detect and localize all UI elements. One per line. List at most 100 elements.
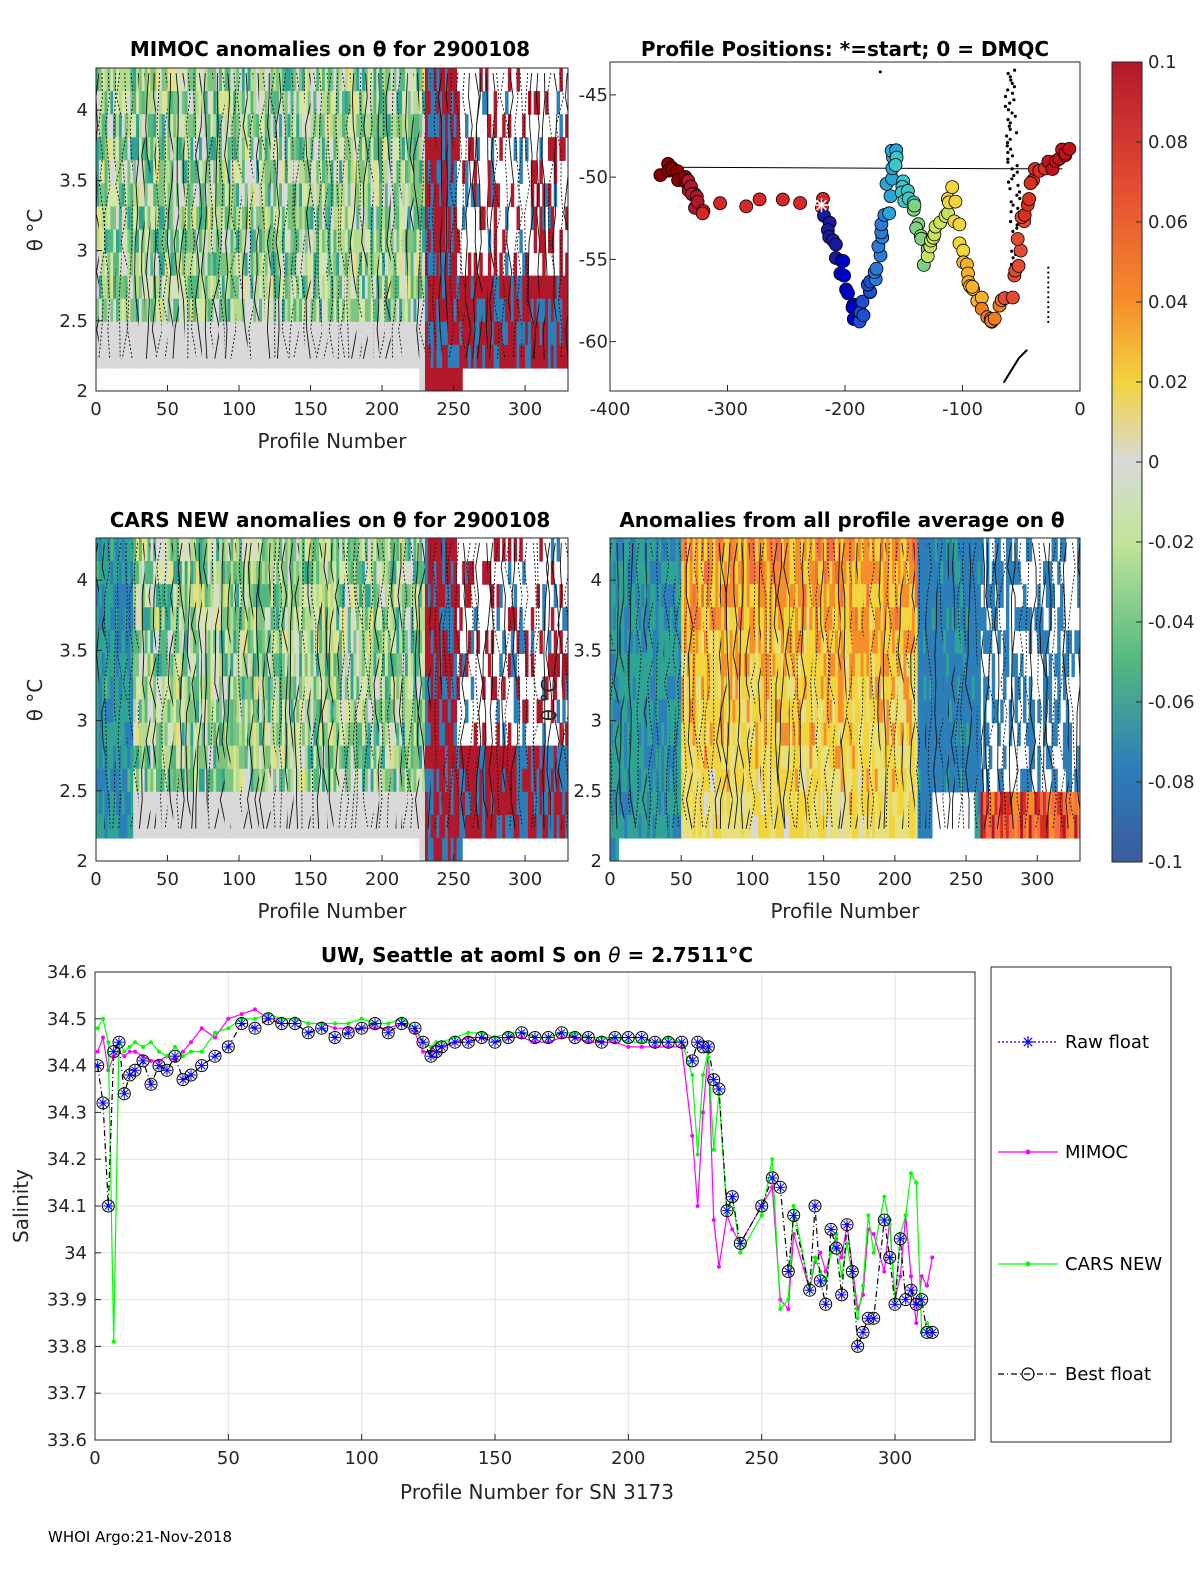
heat-cell xyxy=(664,561,668,585)
heat-cell xyxy=(356,252,360,277)
heat-cell xyxy=(316,160,320,184)
heat-cell xyxy=(505,768,509,793)
heat-cell xyxy=(419,344,423,369)
heat-cell xyxy=(430,768,435,793)
heat-cell xyxy=(244,630,249,654)
heat-cell xyxy=(167,699,171,724)
heat-cell xyxy=(161,791,166,816)
heat-cell xyxy=(313,229,317,254)
contour-line xyxy=(446,542,456,829)
profile-position xyxy=(952,217,967,232)
heat-cell xyxy=(393,321,397,346)
heat-cell xyxy=(290,275,294,300)
heat-cell xyxy=(749,699,754,724)
heat-cell xyxy=(204,298,209,323)
heat-cell xyxy=(627,538,631,562)
heat-cell xyxy=(735,722,739,747)
heat-cell xyxy=(444,137,449,161)
positions-ticks: -400 -300 -200 -100 0-45-50-55-60 xyxy=(579,85,1086,420)
heat-cell xyxy=(499,791,503,816)
heat-cell xyxy=(313,768,317,793)
heat-cell xyxy=(244,137,249,161)
heat-cell xyxy=(632,584,637,608)
heat-cell xyxy=(536,814,540,839)
heat-cell xyxy=(236,252,240,277)
heat-cell xyxy=(686,791,691,816)
heat-cell xyxy=(698,653,702,678)
heat-cell xyxy=(350,298,355,323)
heat-cell xyxy=(264,814,269,839)
heat-cell xyxy=(652,630,657,654)
heat-cell xyxy=(287,298,292,323)
heat-cell xyxy=(624,676,628,701)
heat-cell xyxy=(376,160,380,184)
heat-cell xyxy=(133,183,137,208)
heat-cell xyxy=(279,160,283,184)
heat-cell xyxy=(204,699,209,724)
heat-cell xyxy=(402,321,406,346)
heat-cell xyxy=(170,298,174,323)
heat-cell xyxy=(704,653,708,678)
heat-cell xyxy=(701,584,705,608)
heat-cell xyxy=(476,745,480,770)
heat-cell xyxy=(339,137,343,161)
heat-cell xyxy=(293,676,297,701)
heat-cell xyxy=(658,584,662,608)
heat-cell xyxy=(367,814,372,839)
heat-cell xyxy=(184,275,189,300)
heat-cell xyxy=(649,676,654,701)
heat-cell xyxy=(367,722,372,747)
heat-cell xyxy=(244,538,249,562)
heat-cell xyxy=(336,814,340,839)
heat-cell xyxy=(216,607,220,631)
heat-cell xyxy=(270,321,274,346)
heat-cell xyxy=(404,653,409,678)
heat-cell xyxy=(422,814,426,839)
heat-cell xyxy=(241,722,246,747)
heat-cell xyxy=(247,68,252,92)
profile-position xyxy=(1023,176,1038,191)
heat-cell xyxy=(629,584,634,608)
heat-cell xyxy=(236,68,240,92)
heat-cell xyxy=(127,183,131,208)
heat-cell xyxy=(104,183,109,208)
heat-cell xyxy=(319,229,323,254)
heat-cell xyxy=(201,229,206,254)
heat-cell xyxy=(170,745,174,770)
heat-cell xyxy=(213,252,217,277)
heat-cell xyxy=(210,630,214,654)
heat-cell xyxy=(107,538,111,562)
heat-cell xyxy=(393,561,397,585)
heat-cell xyxy=(144,160,149,184)
heat-cell xyxy=(301,229,306,254)
heat-cell xyxy=(198,745,203,770)
heat-cell xyxy=(362,768,366,793)
heat-cell xyxy=(732,630,736,654)
heat-cell xyxy=(444,768,449,793)
heat-cell xyxy=(686,768,691,793)
heat-cell xyxy=(675,768,679,793)
heat-cell xyxy=(161,91,166,115)
heat-cell xyxy=(267,653,272,678)
heat-cell xyxy=(413,252,417,277)
heat-cell xyxy=(487,814,492,839)
heat-cell xyxy=(396,768,400,793)
heat-cell xyxy=(379,183,383,208)
heat-cell xyxy=(233,160,237,184)
heat-cell xyxy=(695,791,699,816)
heat-cell xyxy=(296,91,300,115)
heat-cell xyxy=(138,252,143,277)
heat-cell xyxy=(689,630,694,654)
heat-cell xyxy=(198,252,203,277)
heat-cell xyxy=(447,538,452,562)
heat-cell xyxy=(746,791,751,816)
heat-cell xyxy=(150,791,154,816)
heat-cell xyxy=(98,791,103,816)
heat-cell xyxy=(290,745,294,770)
heat-cell xyxy=(367,699,372,724)
heat-cell xyxy=(121,68,126,92)
heat-cell xyxy=(181,584,186,608)
heat-cell xyxy=(422,837,426,861)
heat-cell xyxy=(301,584,306,608)
heat-cell xyxy=(652,676,657,701)
